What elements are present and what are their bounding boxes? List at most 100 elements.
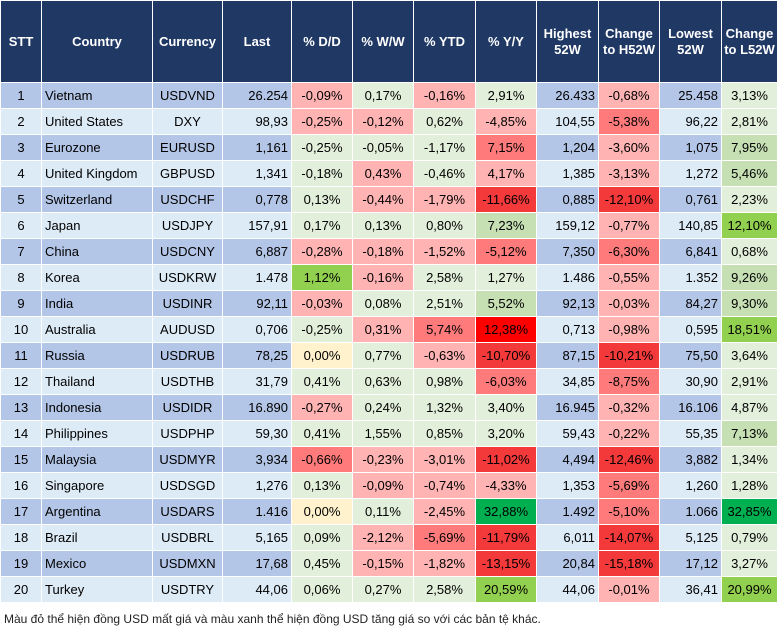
cell-yy: -11,02%: [476, 447, 537, 473]
cell-currency: USDCHF: [153, 187, 223, 213]
cell-low: 36,41: [660, 577, 722, 603]
header-change-h52w: Change to H52W: [599, 1, 660, 83]
cell-dd: -0,09%: [292, 83, 353, 109]
cell-low: 3,882: [660, 447, 722, 473]
cell-dd: 0,09%: [292, 525, 353, 551]
cell-chh: -0,77%: [599, 213, 660, 239]
cell-ww: -0,12%: [353, 109, 414, 135]
cell-stt: 18: [1, 525, 42, 551]
cell-chl: 3,64%: [722, 343, 777, 369]
header-yy: % Y/Y: [476, 1, 537, 83]
cell-dd: 0,17%: [292, 213, 353, 239]
cell-chl: 12,10%: [722, 213, 777, 239]
cell-ytd: 2,58%: [414, 577, 476, 603]
cell-low: 1,260: [660, 473, 722, 499]
cell-dd: -0,28%: [292, 239, 353, 265]
cell-stt: 15: [1, 447, 42, 473]
cell-stt: 9: [1, 291, 42, 317]
cell-low: 30,90: [660, 369, 722, 395]
cell-low: 1,075: [660, 135, 722, 161]
cell-low: 6,841: [660, 239, 722, 265]
cell-ww: 0,13%: [353, 213, 414, 239]
cell-yy: 3,40%: [476, 395, 537, 421]
cell-ytd: -1,17%: [414, 135, 476, 161]
cell-country: Singapore: [42, 473, 153, 499]
header-ytd: % YTD: [414, 1, 476, 83]
cell-country: India: [42, 291, 153, 317]
cell-ww: 0,43%: [353, 161, 414, 187]
cell-high: 44,06: [537, 577, 599, 603]
cell-currency: USDARS: [153, 499, 223, 525]
cell-low: 1.066: [660, 499, 722, 525]
cell-chl: 18,51%: [722, 317, 777, 343]
cell-last: 1,341: [223, 161, 292, 187]
header-country: Country: [42, 1, 153, 83]
cell-yy: 3,20%: [476, 421, 537, 447]
cell-chl: 9,30%: [722, 291, 777, 317]
cell-low: 55,35: [660, 421, 722, 447]
cell-ww: -0,09%: [353, 473, 414, 499]
cell-ytd: -0,16%: [414, 83, 476, 109]
header-stt: STT: [1, 1, 42, 83]
cell-yy: 2,91%: [476, 83, 537, 109]
cell-yy: -4,33%: [476, 473, 537, 499]
cell-ww: -0,15%: [353, 551, 414, 577]
cell-ytd: -1,82%: [414, 551, 476, 577]
cell-ytd: -5,69%: [414, 525, 476, 551]
cell-last: 78,25: [223, 343, 292, 369]
cell-yy: 20,59%: [476, 577, 537, 603]
header-dd: % D/D: [292, 1, 353, 83]
cell-dd: 0,41%: [292, 369, 353, 395]
cell-dd: -0,25%: [292, 317, 353, 343]
cell-stt: 7: [1, 239, 42, 265]
cell-ytd: 0,98%: [414, 369, 476, 395]
cell-currency: DXY: [153, 109, 223, 135]
cell-last: 16.890: [223, 395, 292, 421]
cell-last: 59,30: [223, 421, 292, 447]
cell-last: 157,91: [223, 213, 292, 239]
cell-yy: -6,03%: [476, 369, 537, 395]
cell-ytd: 0,62%: [414, 109, 476, 135]
cell-high: 1.492: [537, 499, 599, 525]
cell-currency: USDPHP: [153, 421, 223, 447]
cell-yy: 1,27%: [476, 265, 537, 291]
cell-country: Australia: [42, 317, 153, 343]
cell-stt: 8: [1, 265, 42, 291]
cell-last: 1.416: [223, 499, 292, 525]
cell-stt: 16: [1, 473, 42, 499]
cell-chl: 0,79%: [722, 525, 777, 551]
cell-ww: -0,44%: [353, 187, 414, 213]
cell-country: Philippines: [42, 421, 153, 447]
cell-country: United States: [42, 109, 153, 135]
cell-ww: 0,77%: [353, 343, 414, 369]
cell-high: 34,85: [537, 369, 599, 395]
cell-chh: -12,10%: [599, 187, 660, 213]
cell-chl: 0,68%: [722, 239, 777, 265]
cell-last: 44,06: [223, 577, 292, 603]
cell-chl: 1,28%: [722, 473, 777, 499]
cell-dd: 0,00%: [292, 343, 353, 369]
cell-ww: -0,18%: [353, 239, 414, 265]
cell-currency: USDVND: [153, 83, 223, 109]
cell-low: 0,761: [660, 187, 722, 213]
cell-country: Argentina: [42, 499, 153, 525]
cell-chh: -5,69%: [599, 473, 660, 499]
cell-last: 31,79: [223, 369, 292, 395]
cell-chh: -5,10%: [599, 499, 660, 525]
cell-ytd: -0,74%: [414, 473, 476, 499]
cell-currency: USDSGD: [153, 473, 223, 499]
cell-yy: -11,66%: [476, 187, 537, 213]
cell-low: 16.106: [660, 395, 722, 421]
cell-chh: -10,21%: [599, 343, 660, 369]
cell-ww: -0,05%: [353, 135, 414, 161]
cell-last: 0,706: [223, 317, 292, 343]
cell-dd: 0,13%: [292, 473, 353, 499]
cell-high: 1,353: [537, 473, 599, 499]
cell-country: Indonesia: [42, 395, 153, 421]
cell-dd: 0,45%: [292, 551, 353, 577]
cell-dd: 1,12%: [292, 265, 353, 291]
cell-stt: 12: [1, 369, 42, 395]
